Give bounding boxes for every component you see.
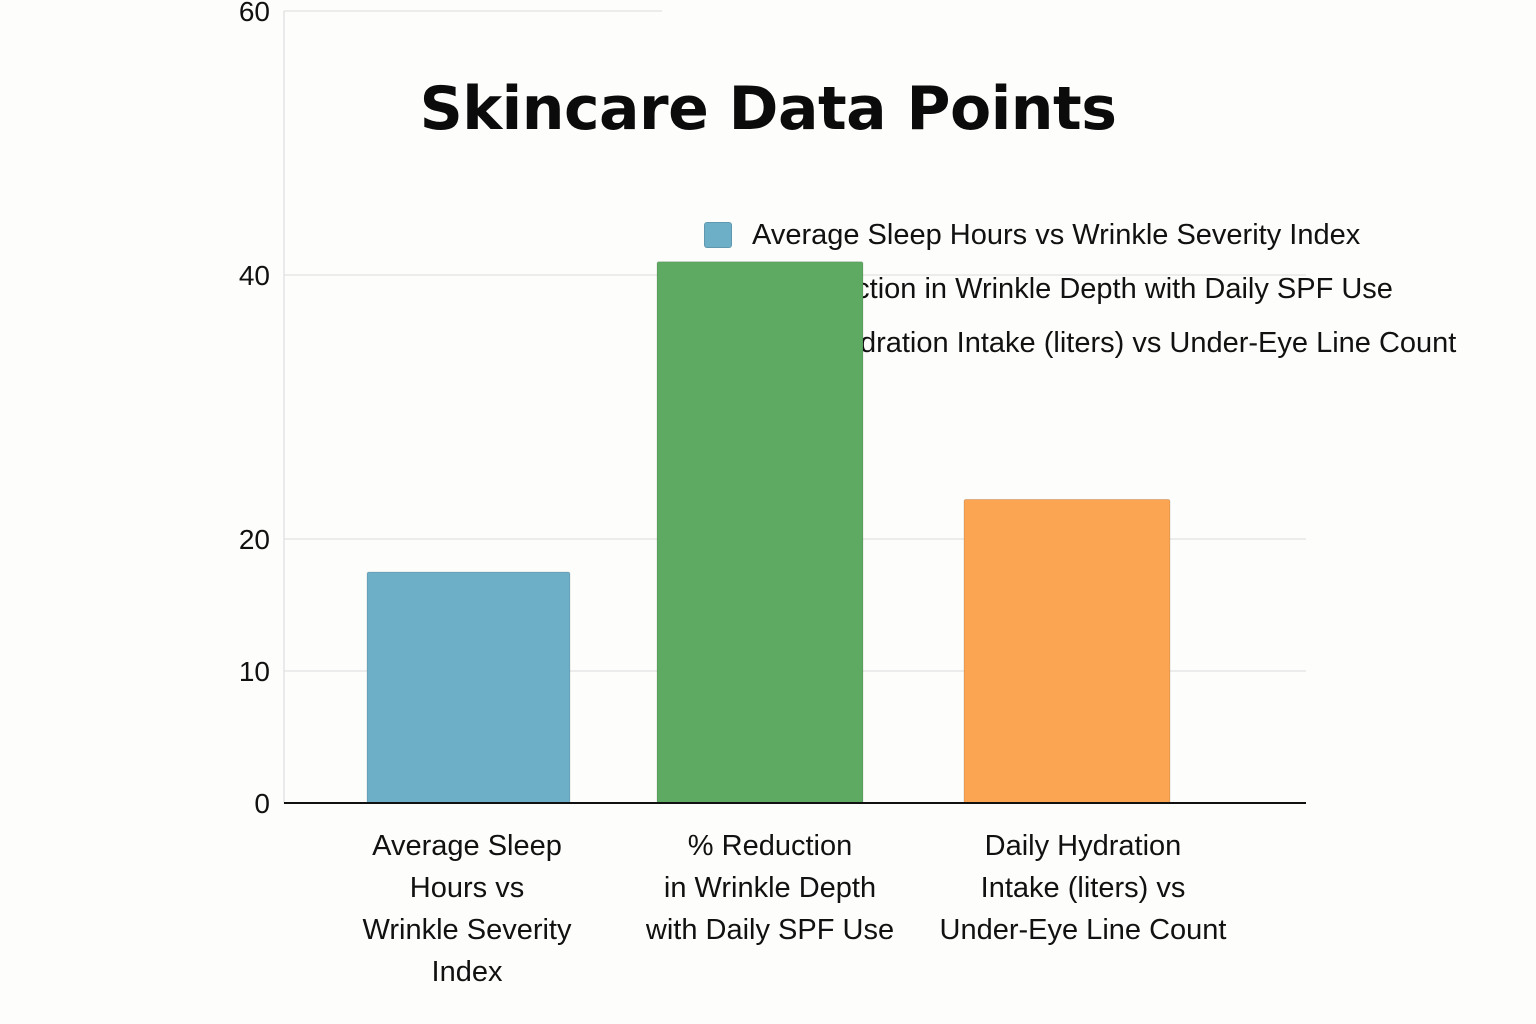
y-tick-label-40: 40: [239, 260, 270, 291]
legend-item-sleep: Average Sleep Hours vs Wrinkle Severity …: [704, 208, 1524, 262]
bar-sleep: [366, 571, 571, 804]
y-tick-label-0: 0: [254, 788, 270, 819]
x-tick-label-sleep: Average Sleep Hours vs Wrinkle Severity …: [362, 830, 572, 988]
y-tick-label-10: 10: [239, 656, 270, 687]
x-tick-label-hydration: Daily Hydration Intake (liters) vs Under…: [939, 830, 1227, 946]
legend-swatch-sleep: [704, 222, 732, 248]
y-tick-label-60: 60: [239, 0, 270, 27]
legend-label-hydration: Daily Hydration Intake (liters) vs Under…: [752, 326, 1457, 359]
bar-spf: [656, 261, 864, 804]
legend-item-hydration: Daily Hydration Intake (liters) vs Under…: [704, 316, 1524, 370]
chart-title: Skincare Data Points: [419, 74, 1117, 144]
legend-label-sleep: Average Sleep Hours vs Wrinkle Severity …: [752, 218, 1361, 251]
x-tick-label-spf: % Reduction in Wrinkle Depth with Daily …: [645, 830, 895, 946]
bar-hydration: [963, 498, 1171, 804]
y-tick-label-20: 20: [239, 524, 270, 555]
